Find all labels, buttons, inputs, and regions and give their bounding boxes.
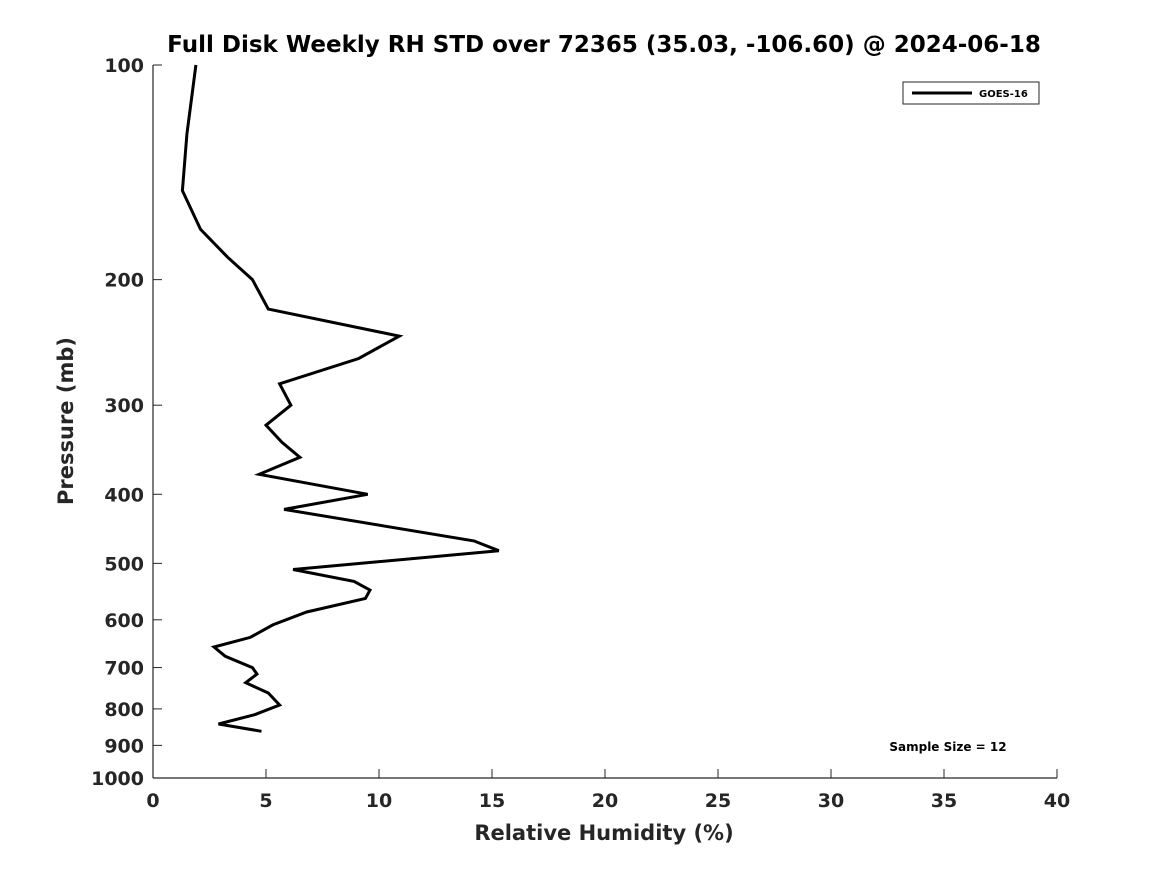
x-tick-label: 40 (1044, 790, 1070, 812)
axes (152, 65, 1057, 779)
series-group (180, 64, 500, 733)
y-tick-label: 400 (104, 484, 144, 506)
chart-title: Full Disk Weekly RH STD over 72365 (35.0… (167, 32, 1041, 58)
y-tick-label: 200 (104, 270, 144, 292)
legend-label-goes-16: GOES-16 (979, 89, 1028, 100)
y-tick-label: 300 (104, 395, 144, 417)
y-tick-label: 1000 (91, 768, 144, 790)
legend: GOES-16 (902, 81, 1040, 105)
x-tick-label: 30 (818, 790, 844, 812)
series-line-goes-16 (180, 64, 500, 733)
x-tick-label: 35 (931, 790, 957, 812)
x-tick-label: 5 (259, 790, 272, 812)
x-tick-label: 15 (479, 790, 505, 812)
y-tick-label: 500 (104, 553, 144, 575)
x-tick-label: 0 (146, 790, 159, 812)
y-ticks: 100 200 300 400 500 600 700 800 900 1000 (91, 55, 162, 790)
y-axis-label: Pressure (mb) (54, 337, 78, 505)
x-tick-label: 25 (705, 790, 731, 812)
y-tick-label: 900 (104, 735, 144, 757)
x-tick-label: 20 (592, 790, 618, 812)
x-tick-label: 10 (366, 790, 392, 812)
y-tick-label: 100 (104, 55, 144, 77)
sample-size-annotation: Sample Size = 12 (889, 740, 1006, 754)
y-tick-label: 700 (104, 658, 144, 680)
x-ticks: 0 5 10 15 20 25 30 35 40 (146, 769, 1070, 812)
y-tick-label: 600 (104, 610, 144, 632)
x-axis-label: Relative Humidity (%) (474, 821, 733, 845)
y-tick-label: 800 (104, 699, 144, 721)
